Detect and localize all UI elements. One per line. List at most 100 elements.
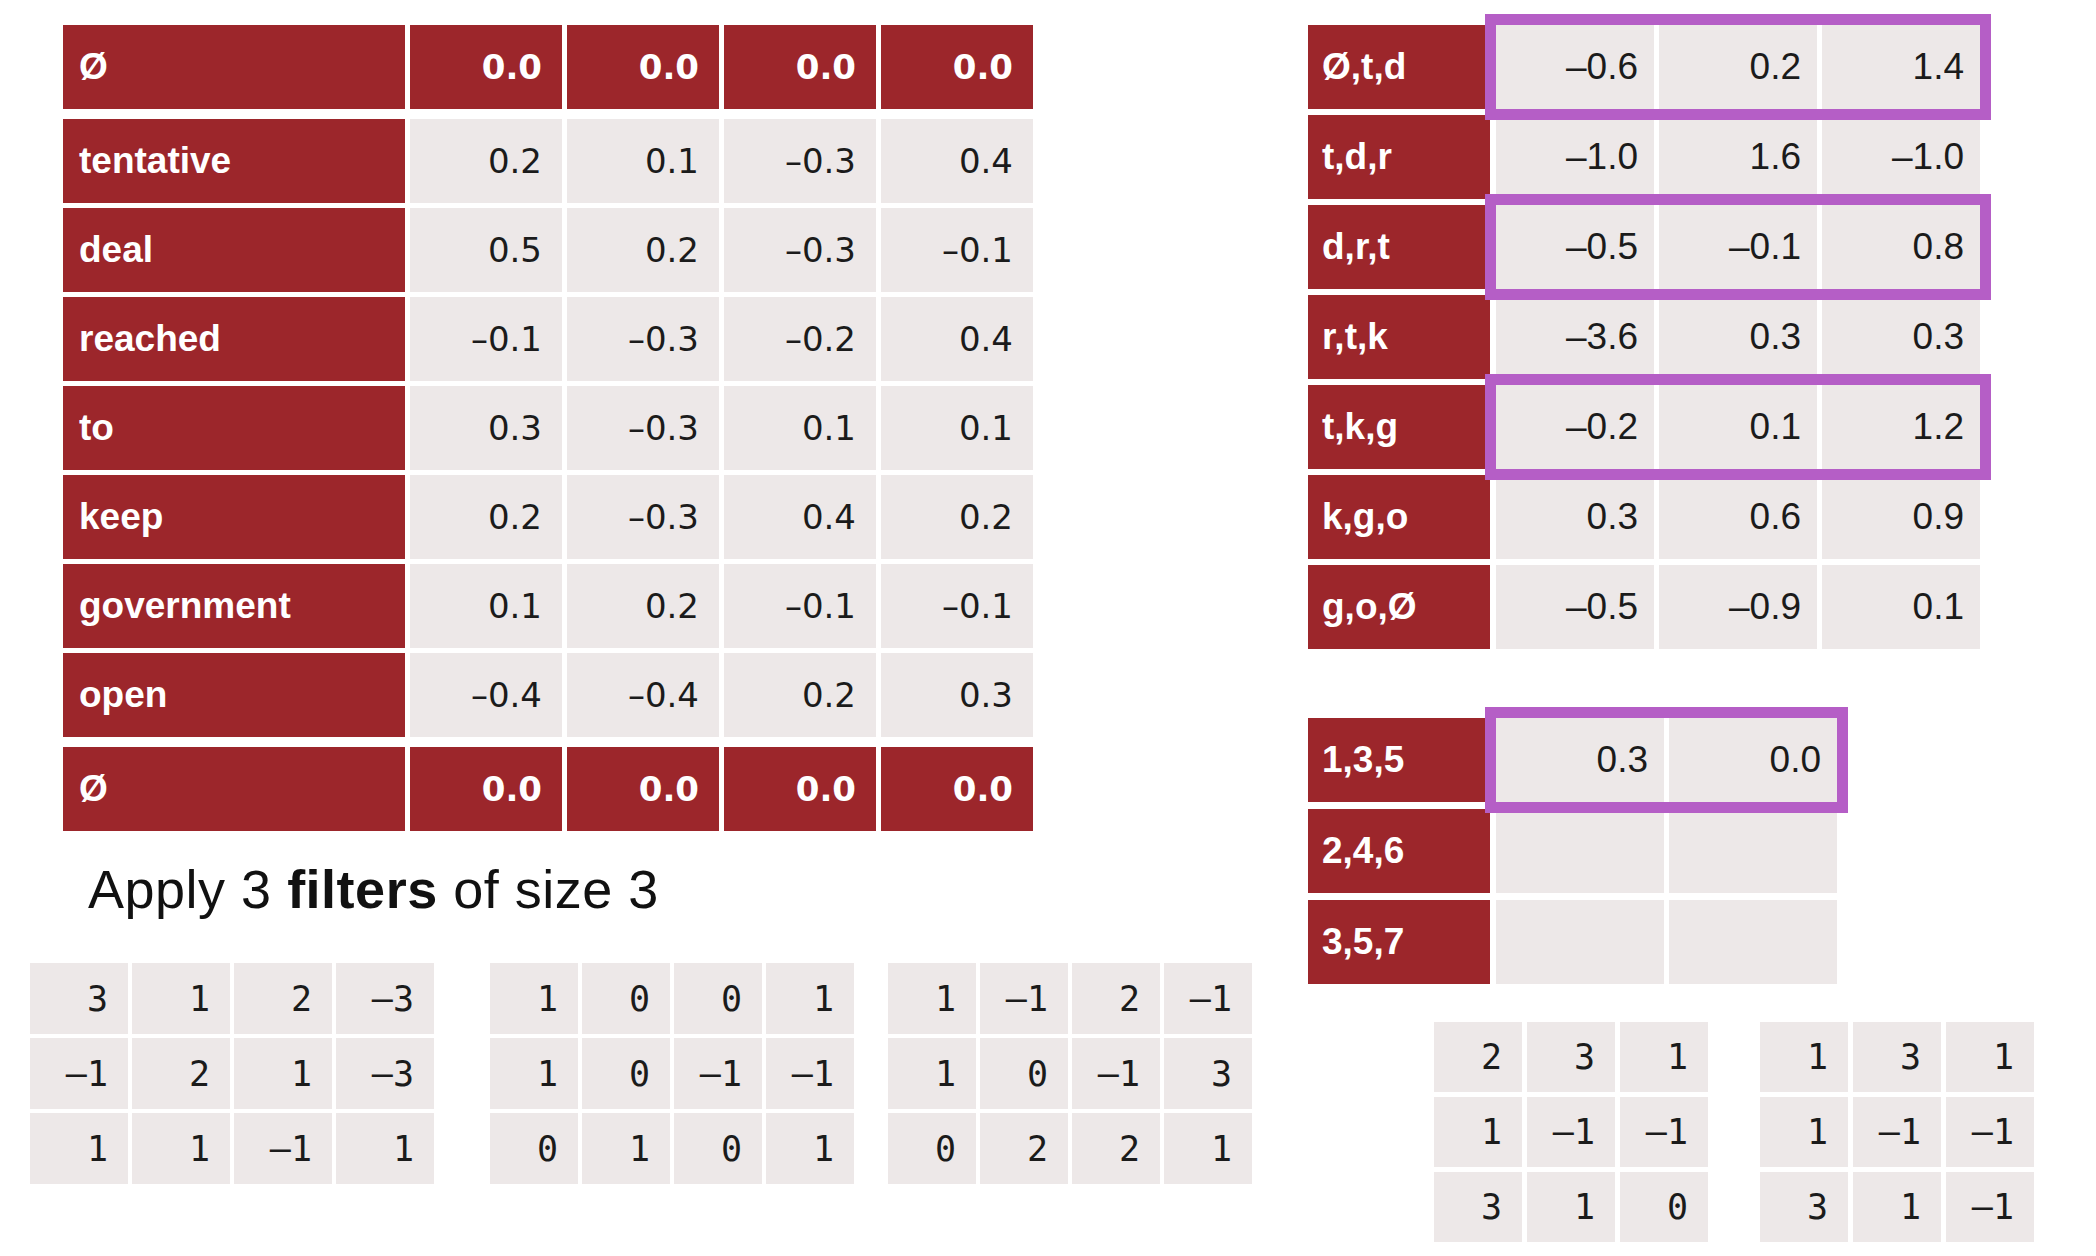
matrix-cell: 1 bbox=[1853, 1172, 1941, 1242]
conv-value-cell: 0.1 bbox=[1822, 565, 1980, 649]
matrix-row: 3 1 –1 bbox=[1760, 1172, 2034, 1242]
filter-cell: –1 bbox=[234, 1113, 332, 1184]
conv-value-cell: –0.1 bbox=[1659, 205, 1817, 289]
filter-cell: 1 bbox=[766, 963, 854, 1034]
conv-row-values: –0.5 –0.9 0.1 bbox=[1496, 565, 1980, 649]
embedding-value-cell: –0.4 bbox=[410, 653, 562, 737]
filter-cell: 1 bbox=[490, 1038, 578, 1109]
embedding-value-cell: 0.0 bbox=[724, 747, 876, 831]
matrix-row: 3 1 0 bbox=[1434, 1172, 1708, 1242]
filter-cell: 0 bbox=[980, 1038, 1068, 1109]
filter-cell: 1 bbox=[336, 1113, 434, 1184]
table-row: Ø,t,d –0.6 0.2 1.4 bbox=[1308, 25, 1980, 109]
word-embedding-table: Ø 0.0 0.0 0.0 0.0 tentative 0.2 0.1 –0.3… bbox=[63, 25, 1033, 831]
table-row: t,k,g –0.2 0.1 1.2 bbox=[1308, 385, 1980, 469]
embedding-row-label: Ø bbox=[63, 747, 405, 831]
matrix-row: 1 0 0 1 bbox=[490, 963, 854, 1034]
matrix-row: 1 3 1 bbox=[1760, 1022, 2034, 1092]
embedding-value-cell: 0.5 bbox=[410, 208, 562, 292]
table-row: t,d,r –1.0 1.6 –1.0 bbox=[1308, 115, 1980, 199]
embedding-value-cell: 0.0 bbox=[567, 25, 719, 109]
embedding-row-label: open bbox=[63, 653, 405, 737]
embedding-value-cell: 0.3 bbox=[881, 653, 1033, 737]
conv-row-values: –0.2 0.1 1.2 bbox=[1496, 385, 1980, 469]
matrix-cell: 3 bbox=[1434, 1172, 1522, 1242]
filter-cell: 1 bbox=[888, 1038, 976, 1109]
conv-value-cell: 0.9 bbox=[1822, 475, 1980, 559]
matrix-cell: –1 bbox=[1620, 1097, 1708, 1167]
filter-cell: 0 bbox=[582, 1038, 670, 1109]
filter-cell: 1 bbox=[132, 1113, 230, 1184]
caption-text: Apply 3 bbox=[88, 859, 287, 919]
weight-matrix: 2 3 1 1 –1 –1 3 1 0 bbox=[1434, 1022, 1708, 1242]
conv-value-cell: 0.8 bbox=[1822, 205, 1980, 289]
matrix-row: –1 2 1 –3 bbox=[30, 1038, 434, 1109]
filter-cell: –1 bbox=[30, 1038, 128, 1109]
filter-cell: –1 bbox=[1164, 963, 1252, 1034]
matrix-cell: 3 bbox=[1853, 1022, 1941, 1092]
filter-cell: 1 bbox=[30, 1113, 128, 1184]
conv-row-label: Ø,t,d bbox=[1308, 25, 1490, 109]
matrix-row: 1 1 –1 1 bbox=[30, 1113, 434, 1184]
matrix-cell: 1 bbox=[1434, 1097, 1522, 1167]
filter-cell: 1 bbox=[132, 963, 230, 1034]
matrix-cell: 1 bbox=[1760, 1022, 1848, 1092]
matrix-row: 1 –1 2 –1 bbox=[888, 963, 1252, 1034]
filter-cell: 2 bbox=[1072, 1113, 1160, 1184]
conv-value-cell: –3.6 bbox=[1496, 295, 1654, 379]
filter-cell: 1 bbox=[888, 963, 976, 1034]
table-row: Ø 0.0 0.0 0.0 0.0 bbox=[63, 25, 1033, 109]
table-row: 2,4,6 bbox=[1308, 809, 1837, 893]
conv-value-cell: 0.3 bbox=[1822, 295, 1980, 379]
pool-row-label: 1,3,5 bbox=[1308, 718, 1490, 802]
filter-cell: 1 bbox=[490, 963, 578, 1034]
embedding-value-cell: 0.1 bbox=[410, 564, 562, 648]
filter-cell: 0 bbox=[582, 963, 670, 1034]
conv-value-cell: –0.5 bbox=[1496, 205, 1654, 289]
filter-cell: 3 bbox=[1164, 1038, 1252, 1109]
filter-cell: 2 bbox=[1072, 963, 1160, 1034]
filter-cell: 0 bbox=[888, 1113, 976, 1184]
matrix-row: 1 –1 –1 bbox=[1760, 1097, 2034, 1167]
conv-row-values: –1.0 1.6 –1.0 bbox=[1496, 115, 1980, 199]
filter-cell: 0 bbox=[674, 963, 762, 1034]
embedding-value-cell: –0.3 bbox=[567, 475, 719, 559]
conv-value-cell: 1.6 bbox=[1659, 115, 1817, 199]
conv-value-cell: –0.9 bbox=[1659, 565, 1817, 649]
table-row: g,o,Ø –0.5 –0.9 0.1 bbox=[1308, 565, 1980, 649]
matrix-row: 0 1 0 1 bbox=[490, 1113, 854, 1184]
filter-cell: –3 bbox=[336, 963, 434, 1034]
filter-cell: 1 bbox=[582, 1113, 670, 1184]
embedding-value-cell: 0.2 bbox=[410, 475, 562, 559]
embedding-value-cell: –0.1 bbox=[881, 208, 1033, 292]
caption-text: of size 3 bbox=[438, 859, 659, 919]
caption-apply-filters: Apply 3 filters of size 3 bbox=[88, 858, 659, 920]
conv-row-values: –0.5 –0.1 0.8 bbox=[1496, 205, 1980, 289]
conv-row-values: 0.3 0.6 0.9 bbox=[1496, 475, 1980, 559]
conv-row-label: g,o,Ø bbox=[1308, 565, 1490, 649]
filter-cell: 0 bbox=[490, 1113, 578, 1184]
filter-cell: –1 bbox=[1072, 1038, 1160, 1109]
matrix-cell: –1 bbox=[1853, 1097, 1941, 1167]
conv-value-cell: –0.5 bbox=[1496, 565, 1654, 649]
embedding-value-cell: –0.3 bbox=[567, 386, 719, 470]
conv-value-cell: 0.3 bbox=[1659, 295, 1817, 379]
matrix-row: 0 2 2 1 bbox=[888, 1113, 1252, 1184]
embedding-value-cell: 0.0 bbox=[724, 25, 876, 109]
embedding-row-label: Ø bbox=[63, 25, 405, 109]
matrix-cell: 3 bbox=[1527, 1022, 1615, 1092]
matrix-row: 3 1 2 –3 bbox=[30, 963, 434, 1034]
matrix-row: 1 0 –1 3 bbox=[888, 1038, 1252, 1109]
embedding-row-label: keep bbox=[63, 475, 405, 559]
conv-row-label: t,k,g bbox=[1308, 385, 1490, 469]
embedding-value-cell: 0.4 bbox=[881, 119, 1033, 203]
embedding-value-cell: –0.3 bbox=[724, 119, 876, 203]
embedding-value-cell: 0.2 bbox=[881, 475, 1033, 559]
matrix-cell: 3 bbox=[1760, 1172, 1848, 1242]
table-row: k,g,o 0.3 0.6 0.9 bbox=[1308, 475, 1980, 559]
table-row: to 0.3 –0.3 0.1 0.1 bbox=[63, 386, 1033, 470]
conv-row-label: r,t,k bbox=[1308, 295, 1490, 379]
embedding-row-label: reached bbox=[63, 297, 405, 381]
embedding-value-cell: 0.2 bbox=[724, 653, 876, 737]
embedding-value-cell: –0.3 bbox=[724, 208, 876, 292]
